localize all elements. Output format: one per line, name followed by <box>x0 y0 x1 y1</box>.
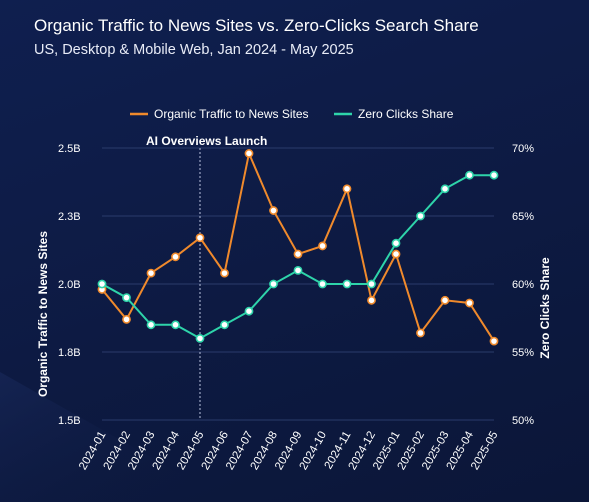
data-point <box>171 252 180 262</box>
data-point <box>342 184 352 194</box>
data-point <box>244 306 254 316</box>
data-point <box>122 314 131 324</box>
y-axis-label: Organic Traffic to News Sites <box>36 231 50 397</box>
data-point <box>122 293 131 302</box>
data-point <box>416 211 425 221</box>
data-point <box>97 279 107 289</box>
data-point <box>367 279 376 289</box>
data-point <box>489 336 499 346</box>
data-point <box>342 279 352 289</box>
y-tick-label: 2.3B <box>58 211 81 223</box>
y2-tick-label: 50% <box>512 415 534 427</box>
chart-subtitle: US, Desktop & Mobile Web, Jan 2024 - May… <box>34 42 354 58</box>
data-point <box>146 320 156 330</box>
y-tick-label: 1.8B <box>58 347 81 359</box>
data-point <box>146 268 156 278</box>
y-tick-label: 2.0B <box>58 279 81 291</box>
y2-tick-label: 65% <box>512 211 534 223</box>
data-point <box>244 149 254 158</box>
y2-tick-label: 60% <box>512 279 534 291</box>
data-point <box>440 295 450 305</box>
data-point <box>440 184 450 194</box>
legend-label: Zero Clicks Share <box>358 107 454 121</box>
data-point <box>293 265 303 275</box>
y2-tick-label: 70% <box>512 143 534 155</box>
data-point <box>318 279 327 289</box>
data-point <box>195 333 205 343</box>
y2-tick-label: 55% <box>512 347 534 359</box>
data-point <box>220 268 229 278</box>
data-point <box>416 328 425 338</box>
data-point <box>195 233 205 243</box>
data-point <box>465 170 474 180</box>
data-point <box>269 206 278 215</box>
data-point <box>171 320 180 330</box>
data-point <box>391 249 401 259</box>
y2-axis-label: Zero Clicks Share <box>538 257 552 359</box>
series-line <box>101 150 495 342</box>
data-point <box>269 279 278 289</box>
data-point <box>489 170 499 180</box>
data-point <box>391 238 401 248</box>
data-point <box>367 295 376 305</box>
data-point <box>318 241 327 251</box>
y-tick-label: 2.5B <box>58 143 81 155</box>
chart-title: Organic Traffic to News Sites vs. Zero-C… <box>34 16 479 35</box>
data-point <box>220 320 229 330</box>
background-shade <box>0 372 230 502</box>
data-point <box>293 249 303 259</box>
legend-label: Organic Traffic to News Sites <box>154 107 309 121</box>
data-point <box>465 298 474 308</box>
annotation-label: AI Overviews Launch <box>146 134 267 148</box>
y-tick-label: 1.5B <box>58 415 81 427</box>
